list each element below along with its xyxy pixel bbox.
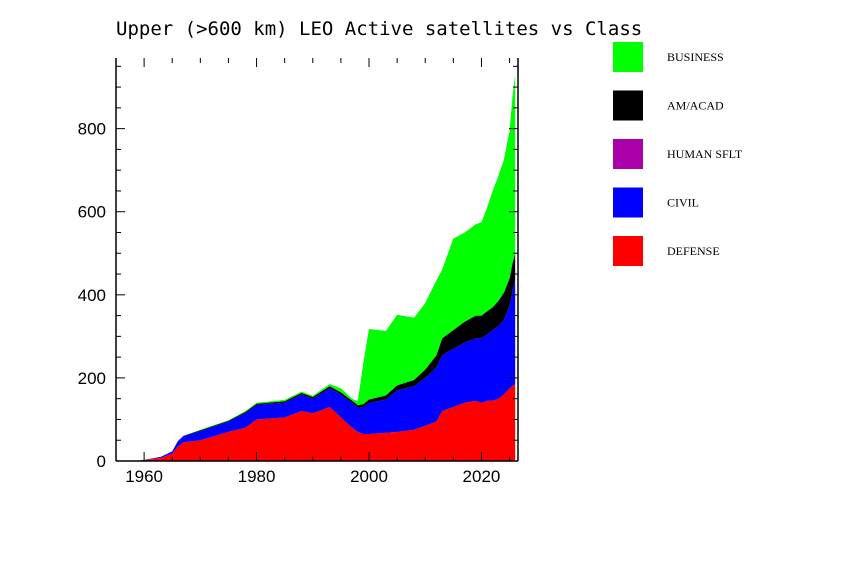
legend-label-business: BUSINESS [667, 50, 724, 64]
chart-title: Upper (>600 km) LEO Active satellites vs… [116, 18, 642, 40]
x-tick-label: 1960 [125, 467, 163, 486]
legend-label-civil: CIVIL [667, 196, 699, 210]
legend: BUSINESS AM/ACAD HUMAN SFLT CIVIL DEFENSE [613, 42, 743, 266]
legend-label-human-sflt: HUMAN SFLT [667, 147, 743, 161]
x-tick-label: 2020 [463, 467, 501, 486]
legend-swatch-business [613, 42, 643, 72]
x-tick-label: 1980 [238, 467, 276, 486]
y-tick-label: 400 [78, 286, 106, 305]
legend-label-defense: DEFENSE [667, 244, 720, 258]
axes: 0 200 400 600 800 1960 1980 2000 2020 [78, 58, 519, 486]
plot-areas [127, 74, 516, 461]
y-tick-label: 0 [97, 452, 106, 471]
legend-swatch-civil [613, 187, 643, 218]
legend-swatch-defense [613, 236, 643, 266]
area-am-acad [127, 253, 516, 461]
y-tick-label: 600 [78, 203, 106, 222]
area-civil [127, 280, 516, 461]
area-defense [127, 384, 516, 461]
legend-swatch-human-sflt [613, 139, 643, 169]
x-tick-label: 2000 [350, 467, 388, 486]
legend-label-am-acad: AM/ACAD [667, 99, 724, 113]
y-tick-label: 200 [78, 369, 106, 388]
area-business [127, 74, 516, 461]
y-tick-label: 800 [78, 120, 106, 139]
legend-swatch-am-acad [613, 90, 643, 121]
